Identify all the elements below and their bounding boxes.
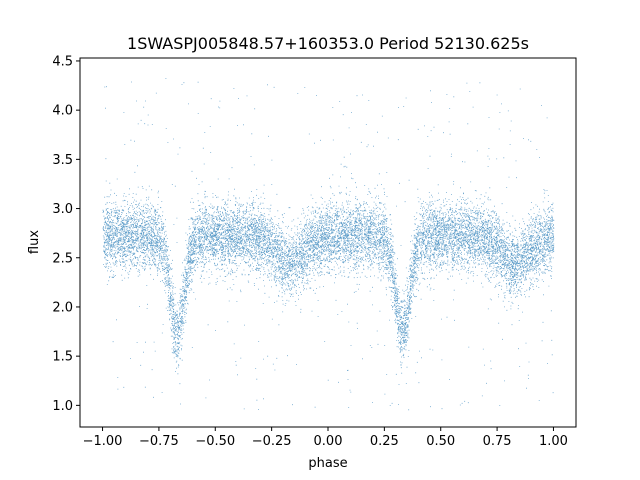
x-axis-ticks: −1.00 −0.75 −0.50 −0.25 0.00 0.25 0.50 0.75 1.00: [83, 427, 568, 449]
x-tick-label: 0.00: [314, 434, 343, 449]
data-points: [102, 78, 555, 411]
y-tick-label: 2.5: [52, 251, 73, 266]
x-tick-label: −0.50: [195, 434, 235, 449]
x-tick-label: 0.25: [370, 434, 399, 449]
y-axis-ticks: 1.0 1.5 2.0 2.5 3.0 3.5 4.0 4.5: [52, 54, 80, 414]
chart-title: 1SWASPJ005848.57+160353.0 Period 52130.6…: [127, 34, 529, 53]
x-tick-label: 1.00: [539, 434, 568, 449]
y-tick-label: 1.5: [52, 350, 73, 365]
y-axis-label: flux: [27, 230, 42, 254]
x-tick-label: 0.75: [483, 434, 512, 449]
x-tick-label: 0.50: [426, 434, 455, 449]
x-axis-label: phase: [308, 456, 347, 471]
y-tick-label: 4.5: [52, 54, 73, 69]
y-tick-label: 4.0: [52, 104, 73, 119]
scatter-points: [102, 78, 555, 411]
y-tick-label: 1.0: [52, 399, 73, 414]
y-tick-label: 3.0: [52, 202, 73, 217]
x-tick-label: −1.00: [83, 434, 123, 449]
y-tick-label: 3.5: [52, 153, 73, 168]
x-tick-label: −0.75: [139, 434, 179, 449]
y-tick-label: 2.0: [52, 300, 73, 315]
x-tick-label: −0.25: [252, 434, 292, 449]
